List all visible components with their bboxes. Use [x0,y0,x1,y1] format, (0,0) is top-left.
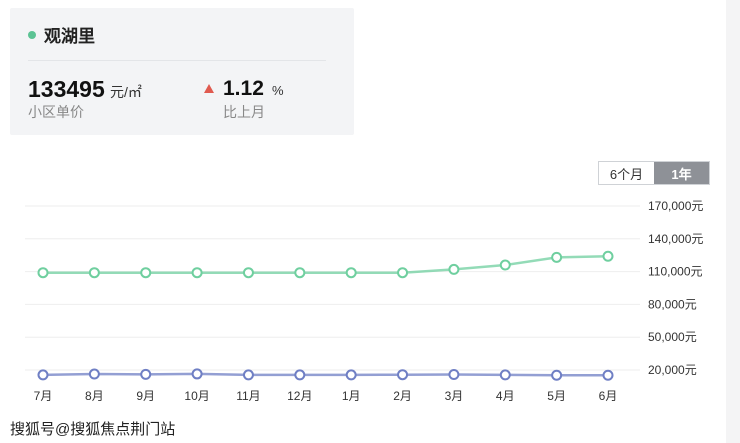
y-tick-label: 110,000元 [648,265,703,279]
x-tick-label: 4月 [496,389,515,403]
data-point [397,267,409,279]
x-tick-label: 9月 [136,389,155,403]
x-tick-label: 8月 [85,389,104,403]
x-tick-label: 12月 [287,389,312,403]
y-tick-label: 140,000元 [648,232,703,246]
data-point [499,259,511,271]
x-tick-label: 7月 [34,389,53,403]
x-tick-label: 6月 [599,389,618,403]
month-change-label: 比上月 [223,104,265,120]
x-tick-label: 11月 [236,389,260,403]
y-tick-label: 170,000元 [648,199,703,213]
series-line-2 [42,372,608,377]
month-change-value: 1.12 [223,77,264,100]
up-triangle-icon [204,84,214,93]
data-point [345,369,357,381]
data-point [602,369,614,381]
data-point [448,263,460,275]
community-name: 观湖里 [44,27,95,46]
unit-price-unit: 元/㎡ [110,84,142,100]
data-point [140,267,152,279]
data-point [191,368,203,380]
data-point [551,369,563,381]
price-trend-chart: 170,000元 140,000元 110,000元 80,000元 50,000元 20… [25,199,703,403]
x-tick-label: 10月 [184,389,209,403]
y-tick-label: 20,000元 [648,363,697,377]
data-point [345,267,357,279]
data-point [448,368,460,380]
y-tick-label: 80,000元 [648,297,697,311]
data-point [37,267,49,279]
data-point [499,369,511,381]
scrollbar-track[interactable] [726,0,740,443]
data-point [397,369,409,381]
community-dot-icon [28,31,36,39]
data-point [88,267,100,279]
x-tick-label: 1月 [342,389,361,403]
data-point [551,251,563,263]
range-option-1-year[interactable]: 1年 [654,162,709,184]
x-tick-label: 5月 [547,389,566,403]
data-point [88,368,100,380]
range-toggle: 6个月 1年 [598,161,710,185]
data-point [294,267,306,279]
data-point [191,267,203,279]
month-change-unit: % [272,83,284,98]
unit-price-value: 133495 [28,76,105,102]
data-point [37,369,49,381]
range-option-6-months[interactable]: 6个月 [599,162,654,184]
y-tick-label: 50,000元 [648,330,697,344]
unit-price-label: 小区单价 [28,104,84,120]
watermark: 搜狐号@搜狐焦点荆门站 [10,421,176,438]
data-point [140,368,152,380]
data-point [242,369,254,381]
series-line-1 [43,255,609,274]
divider [28,60,326,61]
data-point [602,250,614,262]
x-tick-label: 3月 [445,389,464,403]
data-point [294,369,306,381]
x-tick-label: 2月 [393,389,412,403]
price-summary-card: 观湖里 133495 元/㎡ 小区单价 1.12 % 比上月 [10,8,354,135]
data-point [242,267,254,279]
